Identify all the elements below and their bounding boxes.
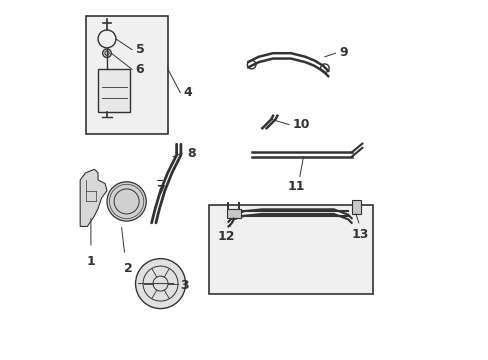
Bar (98, 69, 130, 112)
Text: 10: 10 (292, 118, 309, 131)
Polygon shape (80, 169, 107, 226)
Text: 6: 6 (135, 63, 144, 76)
Text: 13: 13 (351, 228, 368, 241)
Bar (208, 205, 372, 294)
Text: 9: 9 (339, 46, 347, 59)
Text: 11: 11 (287, 180, 305, 193)
Text: 1: 1 (86, 255, 95, 268)
Text: 2: 2 (124, 262, 133, 275)
Text: 12: 12 (218, 230, 235, 243)
Text: 4: 4 (183, 86, 192, 99)
Circle shape (107, 182, 146, 221)
Circle shape (135, 258, 185, 309)
Text: 7: 7 (156, 184, 164, 197)
Bar (85, 16, 167, 134)
Text: 3: 3 (180, 279, 188, 292)
Text: 5: 5 (135, 43, 144, 56)
Text: 8: 8 (187, 147, 196, 160)
Bar (351, 200, 360, 214)
Bar (226, 208, 241, 217)
